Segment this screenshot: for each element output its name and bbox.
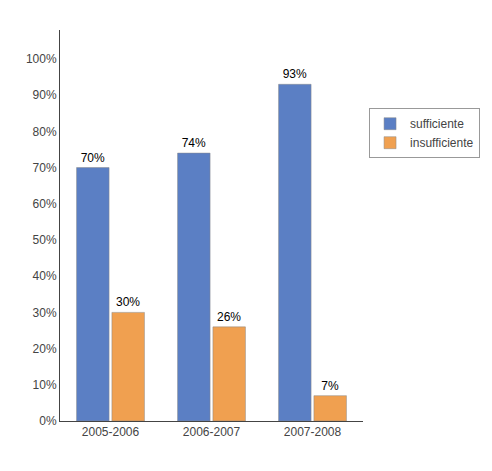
svg-text:74%: 74% [182,136,206,150]
svg-text:70%: 70% [81,151,105,165]
svg-text:insufficiente: insufficiente [410,136,473,150]
svg-text:30%: 30% [33,306,57,320]
svg-text:70%: 70% [33,161,57,175]
svg-text:2007-2008: 2007-2008 [284,425,342,439]
svg-text:30%: 30% [116,295,140,309]
svg-text:10%: 10% [33,378,57,392]
svg-text:50%: 50% [33,233,57,247]
svg-text:90%: 90% [33,88,57,102]
svg-text:20%: 20% [33,342,57,356]
svg-text:2005-2006: 2005-2006 [82,425,140,439]
svg-text:100%: 100% [26,52,57,66]
svg-text:60%: 60% [33,197,57,211]
svg-text:7%: 7% [321,379,339,393]
svg-text:80%: 80% [33,125,57,139]
svg-text:sufficiente: sufficiente [410,117,464,131]
svg-text:40%: 40% [33,269,57,283]
svg-text:93%: 93% [283,67,307,81]
svg-text:2006-2007: 2006-2007 [183,425,241,439]
svg-text:0%: 0% [39,414,57,428]
svg-text:26%: 26% [217,310,241,324]
